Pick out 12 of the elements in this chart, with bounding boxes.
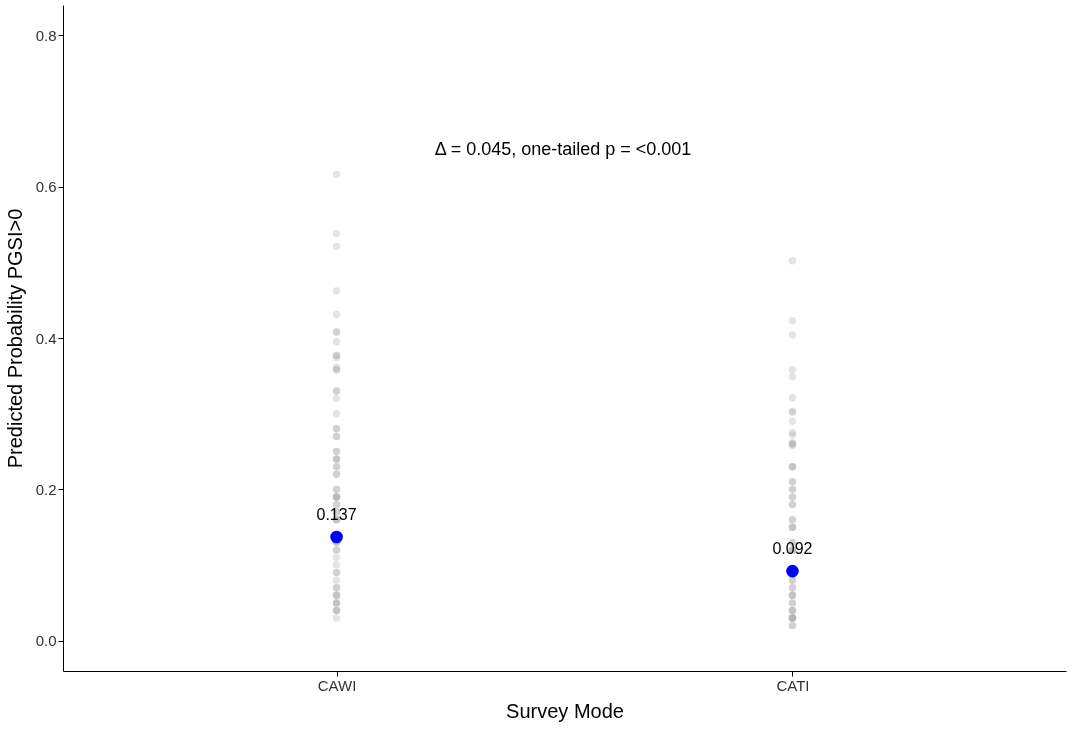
y-axis-title: Predicted Probability PGSI>0 xyxy=(3,208,26,469)
y-tick-label: 0.0 xyxy=(35,632,57,650)
y-tick-label: 0.6 xyxy=(35,178,57,196)
data-label: 0.092 xyxy=(772,540,813,558)
x-axis-title: Survey Mode xyxy=(506,699,624,722)
y-tick-label: 0.2 xyxy=(35,480,57,498)
x-tick-label: CATI xyxy=(776,676,810,694)
annotation: Δ = 0.045, one-tailed p = <0.001 xyxy=(434,139,692,159)
data-label: 0.137 xyxy=(316,506,357,524)
x-tick-label: CAWI xyxy=(317,676,357,694)
y-tick-label: 0.8 xyxy=(35,26,57,44)
y-tick-label: 0.4 xyxy=(35,329,57,347)
